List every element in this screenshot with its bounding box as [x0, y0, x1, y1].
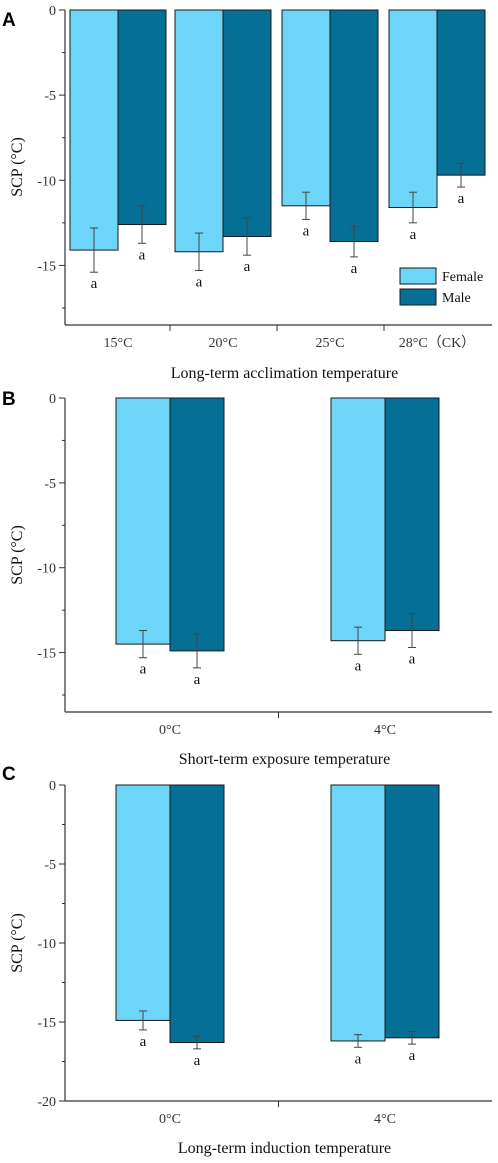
bar-female	[388, 9, 438, 209]
y-tick-label: -5	[44, 89, 56, 104]
significance-label: a	[139, 247, 146, 263]
y-tick-label: -15	[37, 259, 56, 274]
significance-label: a	[355, 1051, 362, 1067]
bar-male	[384, 784, 440, 1039]
bar-male	[436, 9, 486, 176]
significance-label: a	[140, 1034, 147, 1050]
legend-swatch-male	[399, 288, 437, 306]
significance-label: a	[458, 191, 465, 207]
bar-male	[384, 397, 440, 632]
bar-female	[115, 397, 171, 645]
legend-swatch-female	[399, 267, 437, 285]
bar-female	[330, 784, 386, 1042]
y-tick-label: -20	[37, 1095, 56, 1110]
significance-label: a	[409, 652, 416, 668]
y-tick-label: 0	[49, 392, 56, 407]
panel-label-c: C	[2, 764, 16, 785]
y-tick-label: 0	[49, 779, 56, 794]
bar-male	[222, 9, 272, 237]
y-tick-label: -15	[37, 647, 56, 662]
y-tick-label: -10	[37, 174, 56, 189]
y-axis-title: SCP (°C)	[9, 913, 26, 973]
x-tick-label: 0°C	[159, 1112, 181, 1127]
panel-label-b: B	[2, 389, 16, 410]
y-axis-title: SCP (°C)	[9, 525, 26, 585]
legend-label-female: Female	[442, 270, 483, 285]
significance-label: a	[351, 261, 358, 277]
significance-label: a	[409, 1048, 416, 1064]
y-tick-label: -5	[44, 858, 56, 873]
y-tick-label: 0	[49, 4, 56, 19]
chart-panel-a: 0 -5 -10 -15 SCP (°C) 15°C 20°C 25°C 28°C（CK）Lon…	[9, 4, 492, 382]
y-tick-label: -10	[37, 562, 56, 577]
significance-label: a	[303, 223, 310, 239]
y-tick-label: -5	[44, 477, 56, 492]
x-tick-label: 28°C（CK）	[399, 335, 475, 351]
y-tick-label: -10	[37, 937, 56, 952]
significance-label: a	[194, 672, 201, 688]
significance-label: a	[244, 259, 251, 275]
x-tick-label: 0°C	[159, 723, 181, 738]
chart-panel-b: 0 -5 -10 -15 SCP (°C) 0°C 4°C Short-term exposu…	[9, 392, 492, 768]
bar-female	[69, 9, 119, 251]
significance-label: a	[91, 276, 98, 292]
x-tick-label: 25°C	[316, 336, 345, 351]
x-axis-title: Short-term exposure temperature	[179, 751, 390, 768]
bar-male	[169, 397, 225, 652]
y-axis-title: SCP (°C)	[9, 137, 26, 197]
bar-female	[330, 397, 386, 642]
significance-label: a	[196, 275, 203, 291]
chart-panel-c: 0 -5 -10 -15 -20 SCP (°C) 0°C 4°C Long-term indu…	[9, 779, 492, 1157]
significance-label: a	[355, 658, 362, 674]
x-tick-label: 15°C	[104, 336, 133, 351]
y-tick-label: -15	[37, 1016, 56, 1031]
x-tick-label: 4°C	[374, 723, 396, 738]
bar-female	[115, 784, 171, 1021]
bar-male	[329, 9, 379, 243]
bar-male	[117, 9, 167, 226]
significance-label: a	[140, 662, 147, 678]
significance-label: a	[194, 1053, 201, 1069]
bar-female	[174, 9, 224, 253]
x-axis-title: Long-term acclimation temperature	[171, 365, 398, 382]
x-axis-title: Long-term induction temperature	[178, 1140, 391, 1157]
significance-label: a	[410, 227, 417, 243]
legend-label-male: Male	[442, 291, 471, 306]
bar-male	[169, 784, 225, 1044]
x-tick-label: 20°C	[209, 336, 238, 351]
panel-label-a: A	[2, 10, 16, 31]
x-tick-label: 4°C	[374, 1112, 396, 1127]
bar-female	[281, 9, 331, 207]
